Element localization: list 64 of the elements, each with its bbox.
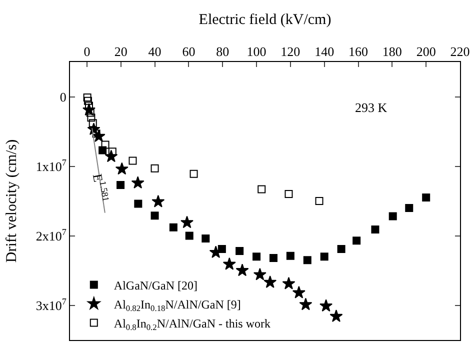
point bbox=[405, 204, 414, 212]
x-tick-label: 0 bbox=[84, 44, 90, 59]
point bbox=[190, 170, 198, 178]
point bbox=[222, 257, 236, 270]
point bbox=[320, 299, 333, 312]
point bbox=[253, 268, 266, 280]
x-tick-label: 140 bbox=[314, 44, 334, 59]
y-axis-title: Drift velocity (cm/s) bbox=[4, 139, 20, 263]
point bbox=[115, 162, 128, 175]
point bbox=[84, 96, 92, 105]
point bbox=[422, 194, 430, 202]
point bbox=[337, 244, 346, 253]
legend-label: AlGaN/GaN [20] bbox=[114, 278, 198, 292]
point bbox=[101, 140, 110, 149]
point bbox=[152, 194, 165, 208]
point bbox=[330, 310, 343, 322]
point bbox=[371, 226, 380, 234]
point bbox=[87, 114, 96, 122]
point bbox=[88, 119, 97, 128]
y-tick-label: 2x10$^{7}$ bbox=[36, 226, 67, 244]
point bbox=[352, 236, 361, 245]
point bbox=[150, 164, 159, 172]
annotation: 293 K bbox=[355, 100, 388, 115]
point bbox=[264, 276, 277, 288]
legend-label: Al$_{0.8}$In$_{0.2}$N/AlN/GaN - this work bbox=[114, 316, 270, 332]
point bbox=[299, 298, 312, 310]
x-tick-label: 80 bbox=[216, 44, 230, 59]
x-tick-label: 20 bbox=[114, 44, 128, 59]
x-tick-label: 160 bbox=[348, 44, 368, 59]
point bbox=[258, 185, 266, 194]
point bbox=[131, 176, 144, 189]
point bbox=[252, 252, 261, 261]
point bbox=[134, 200, 142, 208]
point bbox=[315, 197, 324, 205]
x-tick-label: 200 bbox=[416, 44, 436, 59]
point bbox=[388, 212, 397, 220]
point bbox=[303, 256, 312, 264]
y-tick-label: 3x10$^{7}$ bbox=[36, 296, 67, 313]
point bbox=[286, 252, 294, 260]
point bbox=[236, 247, 244, 256]
x-tick-label: 180 bbox=[382, 44, 402, 59]
point bbox=[128, 156, 137, 165]
point bbox=[185, 232, 194, 240]
x-tick-label: 60 bbox=[182, 44, 196, 59]
x-tick-label: 100 bbox=[246, 44, 266, 59]
x-axis-title: Electric field (kV/cm) bbox=[198, 12, 332, 28]
y-tick-label: 1x10$^{7}$ bbox=[36, 157, 67, 174]
point bbox=[83, 93, 92, 102]
point bbox=[292, 286, 306, 298]
legend-label: Al$_{0.82}$In$_{0.18}$N/AlN/GaN [9] bbox=[114, 297, 241, 313]
point bbox=[269, 254, 278, 262]
point bbox=[116, 181, 125, 190]
point bbox=[202, 234, 210, 243]
x-tick-label: 220 bbox=[450, 44, 470, 59]
point bbox=[236, 264, 249, 276]
point bbox=[150, 212, 159, 220]
point bbox=[284, 190, 293, 198]
x-tick-label: 120 bbox=[280, 44, 300, 59]
point bbox=[282, 276, 296, 290]
x-tick-label: 40 bbox=[148, 44, 162, 59]
point bbox=[180, 216, 194, 228]
y-tick-label: 0 bbox=[60, 89, 66, 104]
point bbox=[320, 252, 328, 261]
point bbox=[169, 223, 178, 232]
